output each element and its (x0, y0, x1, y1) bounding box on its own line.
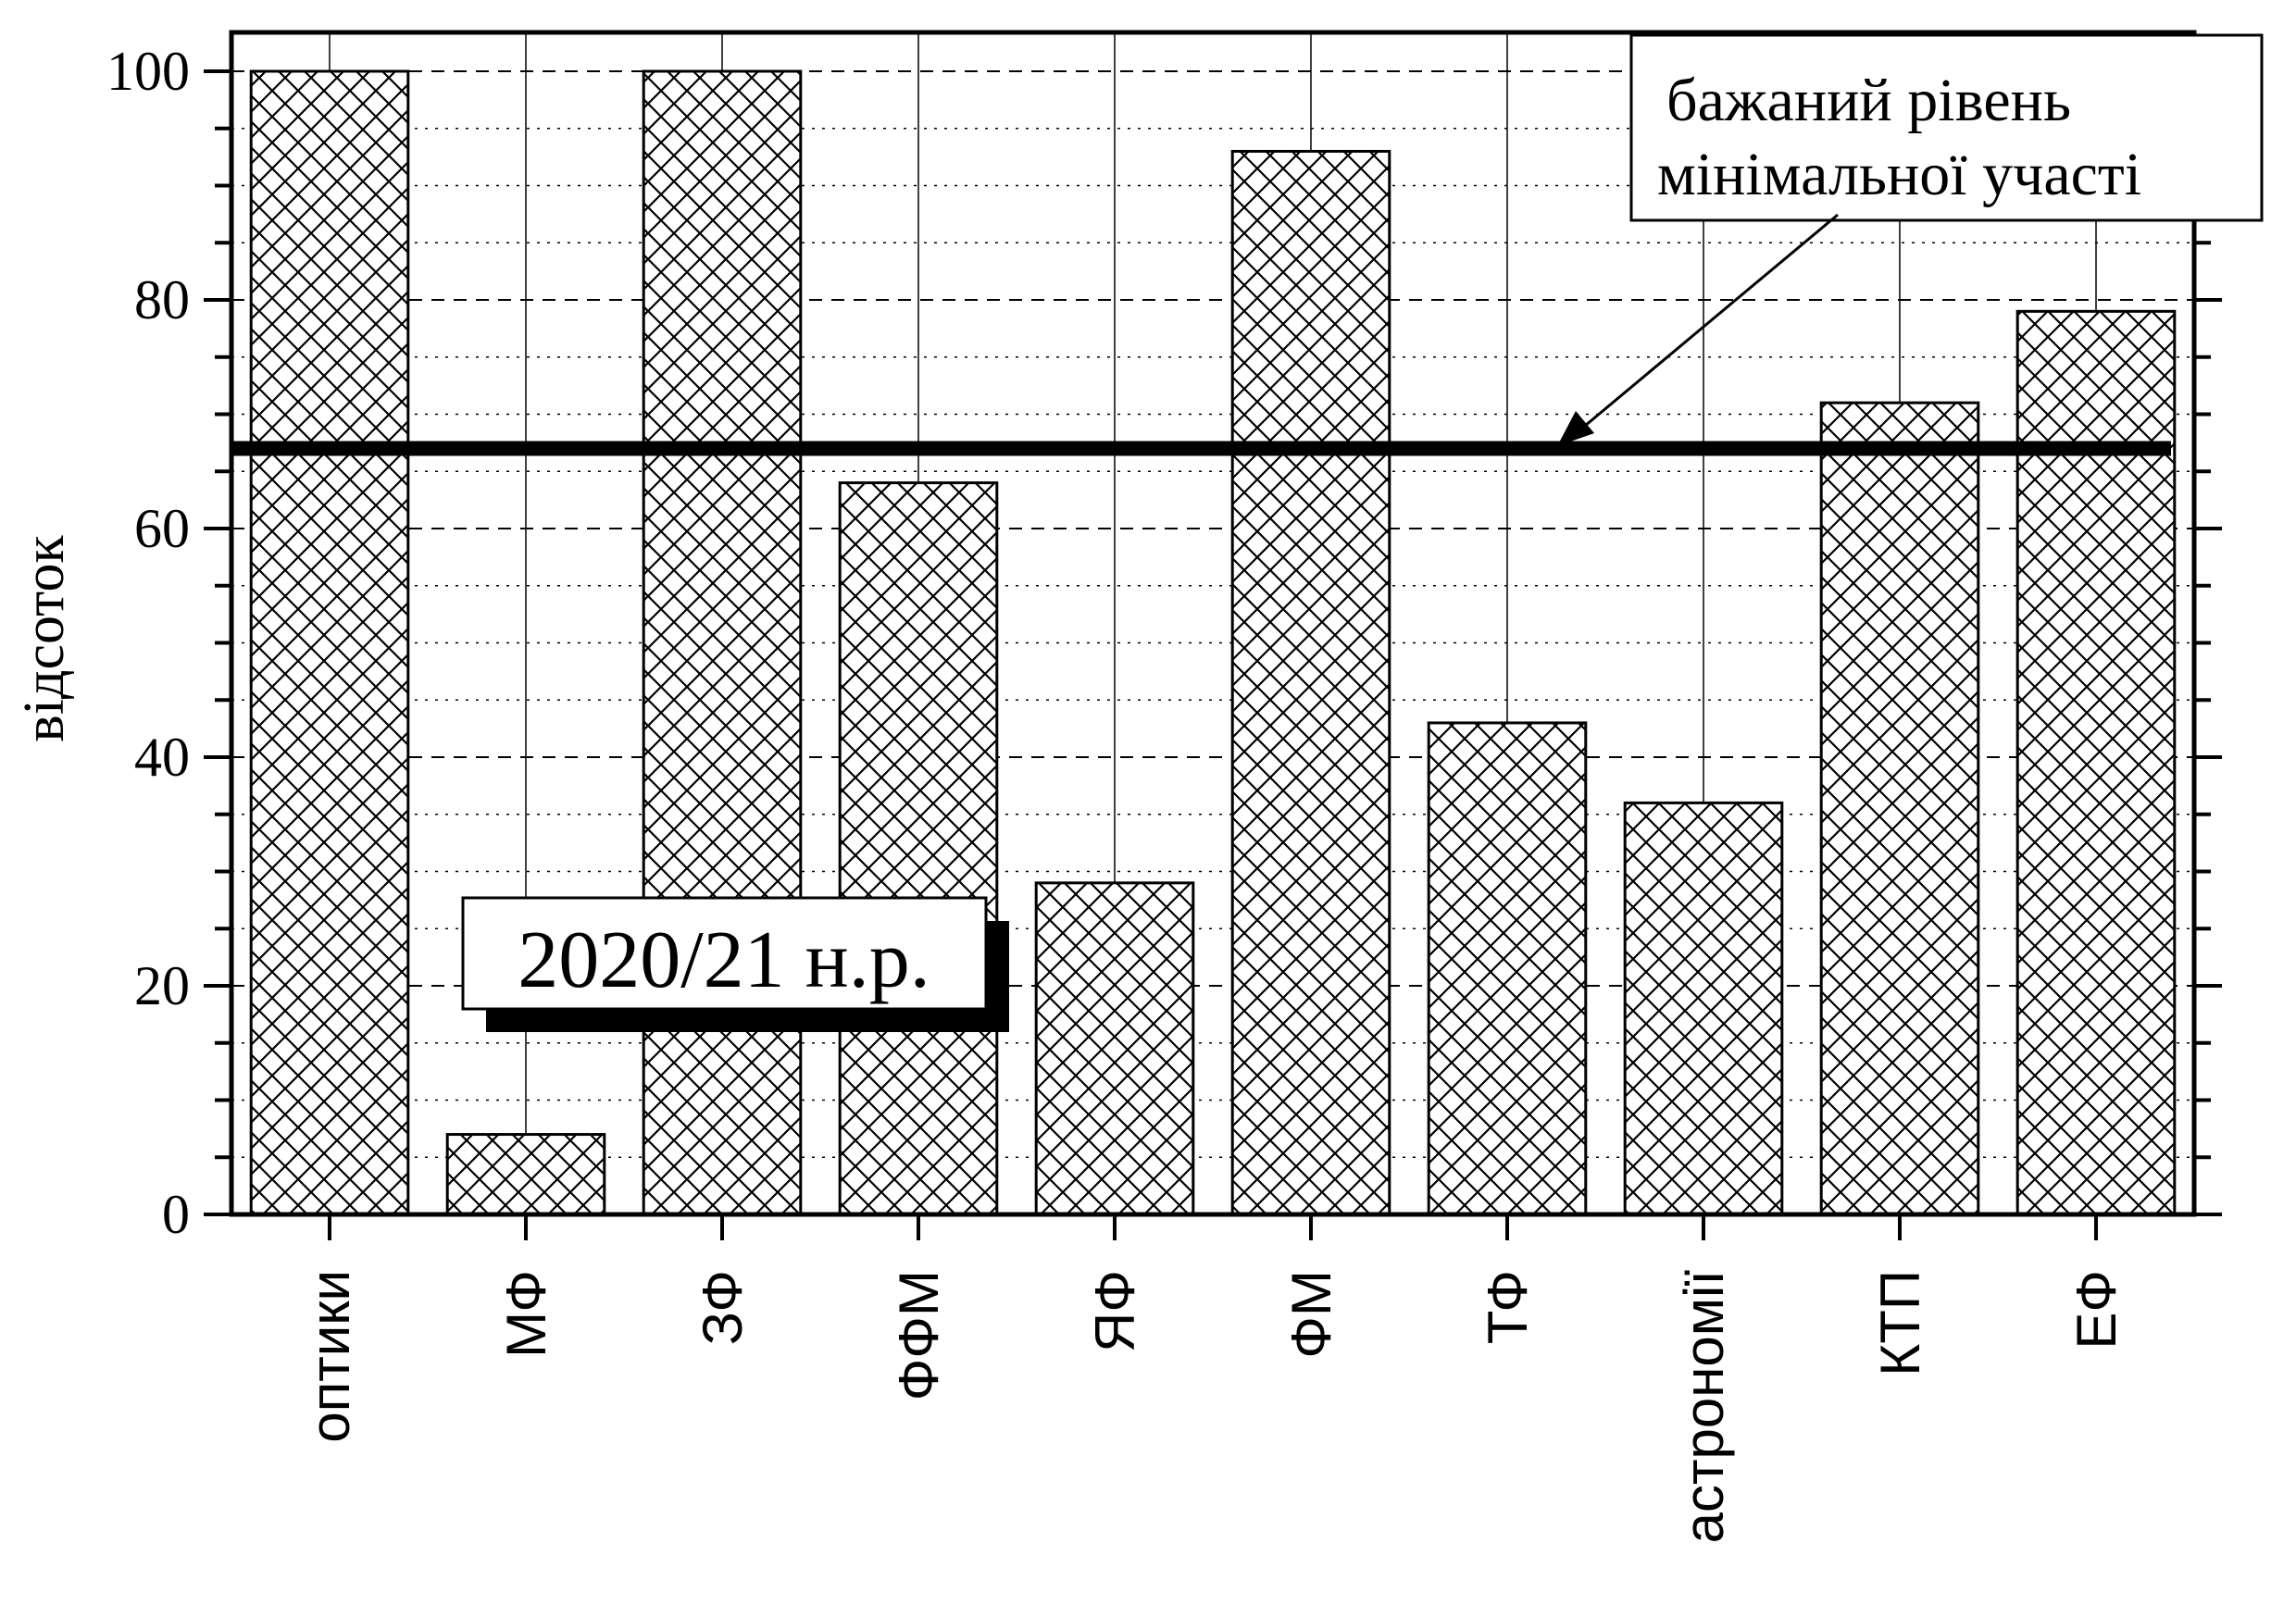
axis-labels: 0 20 40 60 80 100 оптики МФ ЗФ ФФМ ЯФ ФМ ТФ астрономі… (106, 41, 2128, 1543)
year-badge-text: 2020/21 н.р. (518, 915, 930, 1005)
annotation-box (1629, 33, 2264, 222)
y-tick-label: 0 (162, 1184, 190, 1245)
bar (1427, 721, 1588, 1216)
annotation-line-1: бажаний рівень (1666, 67, 2071, 134)
category-label: ЯФ (1084, 1270, 1146, 1352)
year-badge-box (461, 896, 988, 1011)
category-label: ЕФ (2065, 1270, 2128, 1350)
category-label: ЗФ (692, 1270, 754, 1345)
bar (445, 1133, 606, 1216)
bar (1230, 149, 1391, 1216)
bar (249, 69, 410, 1216)
axes (204, 30, 2222, 1240)
y-tick-label: 100 (106, 41, 190, 102)
annotation-line-2: мінімальної участі (1657, 141, 2141, 208)
category-label: ФМ (1280, 1270, 1342, 1359)
y-tick-label: 20 (134, 955, 190, 1016)
y-tick-label: 80 (134, 269, 190, 330)
y-axis-title: відсоток (13, 535, 76, 742)
bar (1034, 881, 1195, 1216)
category-label: КТП (1869, 1270, 1931, 1376)
category-label: оптики (299, 1270, 361, 1443)
annotation-arrow-shaft (1573, 213, 1839, 437)
arrow-head-icon (1557, 411, 1594, 446)
category-label: МФ (495, 1270, 557, 1358)
plot-frame (229, 30, 2197, 1217)
bar (1623, 801, 1784, 1216)
year-badge: 2020/21 н.р. (461, 896, 1009, 1032)
bar (642, 69, 803, 1216)
category-label: астрономії (1673, 1270, 1735, 1544)
y-tick-label: 60 (134, 498, 190, 559)
bar (1819, 401, 1980, 1216)
reference-annotation: бажаний рівень мінімальної участі (1557, 33, 2264, 446)
category-label: ТФ (1477, 1270, 1539, 1344)
bar (838, 481, 999, 1216)
category-label: ФФМ (888, 1270, 950, 1400)
bar (2015, 309, 2177, 1216)
y-tick-label: 40 (134, 727, 190, 788)
